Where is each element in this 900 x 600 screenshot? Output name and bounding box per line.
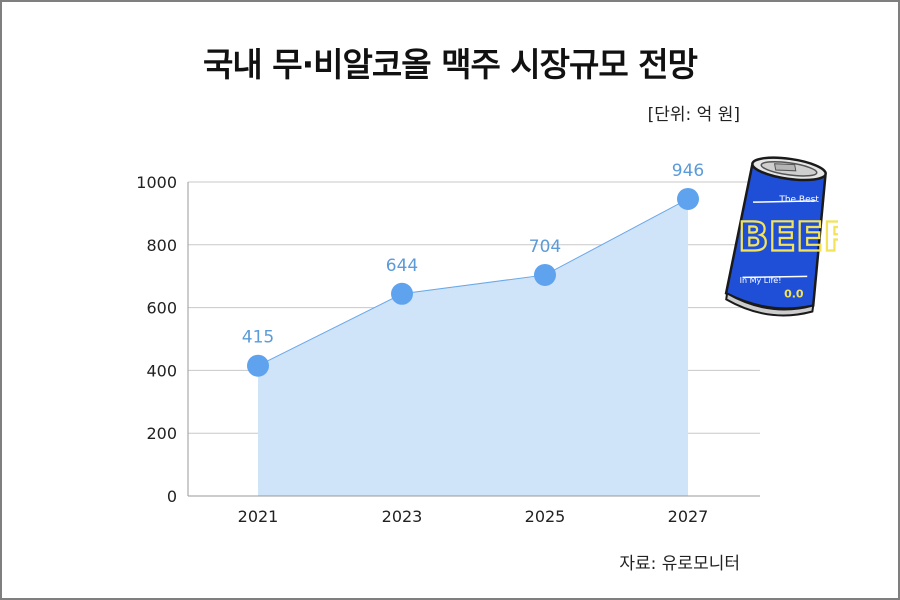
beer-can-illustration: The Best BEER In My Life! 0.0 [724,156,838,317]
y-axis: 0 200 400 600 800 1000 [136,173,189,506]
area-series [257,198,689,496]
y-tick-label: 0 [167,487,177,506]
area-fill [258,198,688,496]
beer-can-abv-text: 0.0 [784,287,804,300]
data-point [391,282,413,305]
beer-can-top-text: The Best [778,195,819,205]
source-label: 자료: 유로모니터 [619,554,740,574]
x-axis: 2021 2023 2025 2027 [188,495,760,526]
data-points [247,187,699,377]
data-point [677,187,699,210]
data-point [534,263,556,286]
beer-can-main-text: BEER [738,215,838,261]
data-label: 415 [242,328,274,348]
y-tick-label: 400 [146,361,177,380]
y-tick-label: 600 [146,299,177,318]
x-tick-label: 2021 [238,507,279,526]
data-label: 704 [529,237,561,257]
x-tick-label: 2027 [668,507,709,526]
y-tick-label: 200 [146,424,177,443]
data-label: 946 [672,161,704,181]
beer-can-bottom-text: In My Life! [740,276,782,285]
data-point [247,354,269,377]
chart-title: 국내 무·비알코올 맥주 시장규모 전망 [203,45,698,84]
unit-label: [단위: 억 원] [647,105,740,125]
series-line [257,198,689,367]
x-tick-label: 2023 [382,507,423,526]
y-tick-label: 1000 [136,173,177,192]
data-labels: 415 644 704 946 [242,161,704,348]
x-tick-label: 2025 [525,507,566,526]
y-tick-label: 800 [146,236,177,255]
data-label: 644 [386,256,418,276]
